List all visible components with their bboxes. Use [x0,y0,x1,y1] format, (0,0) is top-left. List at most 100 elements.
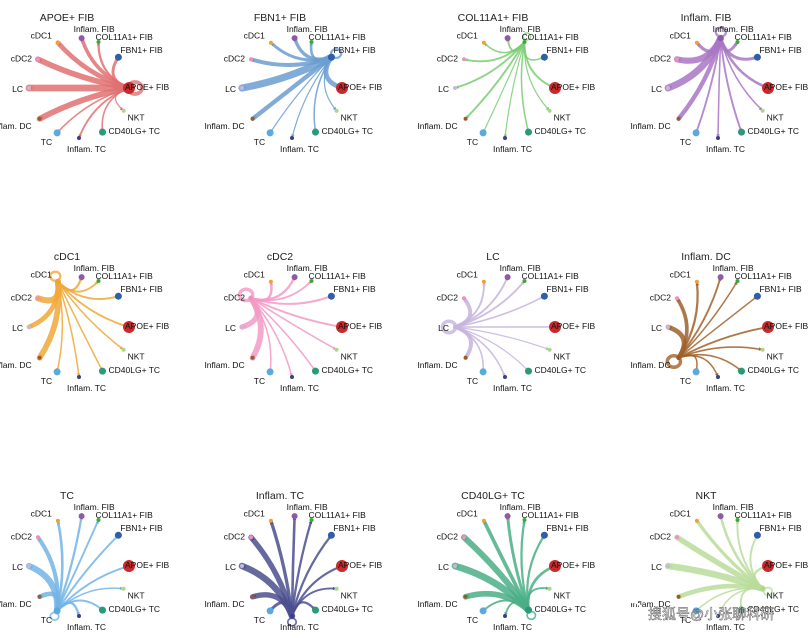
node-label: FBN1+ FIB [120,284,163,294]
node-label: LC [438,562,449,572]
node-tc [53,607,61,615]
node-inflam-dc [676,355,681,360]
panel-title: CD40LG+ TC [461,490,525,502]
panel-title: cDC1 [54,251,80,263]
panel-title: Inflam. DC [681,251,731,263]
node-label: TC [467,376,478,386]
node-label: COL11A1+ FIB [522,510,580,520]
node-cd40lg-tc [312,367,319,375]
node-fbn1-fib [753,53,761,61]
node-label: LC [225,84,236,94]
node-label: LC [225,562,236,572]
node-label: COL11A1+ FIB [309,510,367,520]
node-cdc2 [249,296,253,301]
node-label: TC [254,137,265,147]
node-col11a1-fib [96,40,101,44]
node-label: NKT [341,352,358,362]
node-label: Inflam. DC [630,121,670,131]
node-label: Inflam. DC [630,599,670,609]
node-label: cDC1 [244,31,266,41]
edge-lc-to-cdc2 [453,296,473,329]
node-cdc1 [694,40,699,45]
node-nkt [760,586,765,591]
node-label: cDC2 [437,292,459,302]
node-cdc2 [462,296,466,301]
node-label: Inflam. FIB [500,502,541,512]
node-label: Inflam. FIB [287,24,328,34]
node-inflam-tc [77,614,81,618]
edges [451,514,557,621]
node-col11a1-fib [309,279,314,283]
edge-col11a1-fib-to-inflam-dc [464,41,526,120]
node-cd40lg-tc [525,367,532,375]
node-inflam-fib [717,513,724,520]
node-col11a1-fib [309,40,314,44]
node-apoe-fib [762,82,774,94]
node-label: Inflam. FIB [713,263,754,273]
node-inflam-fib [78,274,85,281]
node-label: Inflam. DC [417,360,457,370]
node-label: cDC2 [650,53,672,63]
node-nkt [121,586,126,591]
edges [238,36,345,139]
node-label: cDC1 [457,509,479,519]
node-cdc1 [481,279,486,284]
edge-tc-to-nkt [56,587,125,612]
node-inflam-tc [290,614,294,618]
node-label: TC [41,376,52,386]
node-label: Inflam. TC [67,383,106,393]
edge-self-loop [237,287,255,303]
node-label: TC [254,615,265,625]
node-lc [453,325,457,329]
node-apoe-fib [549,321,561,333]
node-cdc2 [36,57,40,62]
node-inflam-fib [717,35,724,42]
watermark-logo-icon [620,601,644,625]
node-col11a1-fib [735,518,740,522]
node-label: Inflam. TC [493,622,532,632]
node-label: cDC2 [437,531,459,541]
node-label: Inflam. TC [67,144,106,154]
node-inflam-tc [290,375,294,379]
node-label: Inflam. FIB [287,263,328,273]
edge-cd40lg-tc-to-inflam-tc [504,601,530,617]
node-label: FBN1+ FIB [546,523,589,533]
node-label: APOE+ FIB [338,560,382,570]
node-apoe-fib [549,560,561,572]
node-fbn1-fib [327,53,335,61]
node-label: cDC1 [244,270,266,280]
edge-inflam-dc-to-nkt [677,346,764,359]
node-label: NKT [341,591,358,601]
node-label: TC [680,376,691,386]
node-label: COL11A1+ FIB [522,32,580,42]
node-col11a1-fib [735,40,740,44]
edge-cd40lg-tc-to-nkt [526,587,551,612]
node-label: CD40LG+ TC [109,126,161,136]
edge-fbn1-fib-to-inflam-tc [291,56,332,139]
edge-self-loop [665,354,683,369]
node-label: FBN1+ FIB [333,523,376,533]
node-label: Inflam. DC [0,599,32,609]
node-label: Inflam. TC [706,622,745,632]
node-fbn1-fib [114,531,122,539]
node-cd40lg-tc [738,128,745,136]
node-tc [266,607,274,615]
node-cdc1 [694,518,699,523]
node-label: cDC2 [11,53,33,63]
edge-cdc2-to-tc [250,297,272,373]
node-label: LC [651,84,662,94]
node-label: Inflam. TC [706,383,745,393]
node-tc [479,368,487,376]
node-inflam-fib [78,35,85,42]
edge-cdc1-to-tc [56,280,64,373]
node-label: cDC1 [457,270,479,280]
node-label: COL11A1+ FIB [309,32,367,42]
node-lc [27,564,31,568]
panel-inflam-tc: Inflam. TC APOE+ FIB FBN1+ FIB COL11A1+ FIB… [204,490,382,632]
node-label: NKT [767,352,784,362]
panel-title: Inflam. TC [256,490,305,502]
edge-inflam-dc-to-apoe-fib [677,326,769,359]
